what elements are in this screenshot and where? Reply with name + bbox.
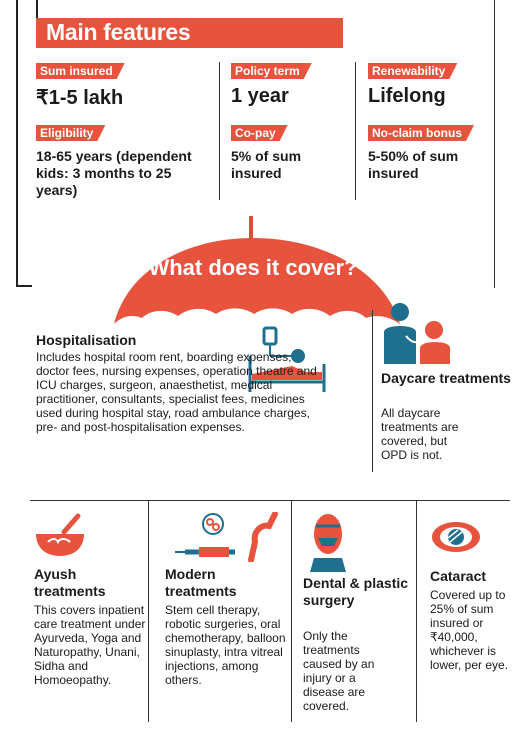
ayush-text: This covers inpatient care treatment und… [34, 603, 146, 687]
daycare-title: Daycare treatments [381, 370, 511, 386]
ayush-title: Ayush treatments [34, 566, 106, 599]
bed-patient-icon [248, 326, 326, 392]
frame-line [16, 0, 18, 285]
bottom-divider [30, 500, 510, 501]
divider [148, 500, 149, 722]
hospitalisation-title: Hospitalisation [36, 332, 137, 348]
hospitalisation-text: Includes hospital room rent, boarding ex… [36, 350, 317, 434]
renewability-value: Lifelong [368, 85, 446, 107]
cataract-text: Covered up to 25% of sum insured or ₹40,… [430, 588, 509, 672]
mortar-pestle-icon [36, 513, 84, 556]
eligibility-value: 18-65 years (dependent kids: 3 months to… [36, 148, 192, 198]
frame-line-bottom [16, 285, 32, 287]
face-mask-icon [310, 514, 346, 572]
co-pay-label: Co-pay [231, 125, 288, 141]
doctor-patient-icon [384, 303, 450, 364]
policy-term-value: 1 year [231, 85, 289, 107]
policy-term-label: Policy term [231, 63, 312, 79]
main-features-banner [36, 18, 343, 48]
sum-insured-value: ₹1-5 lakh [36, 87, 124, 109]
eye-icon [432, 522, 480, 552]
divider-right [494, 0, 495, 288]
syringe-knee-icon [175, 512, 278, 562]
umbrella-icon [114, 238, 400, 324]
co-pay-value: 5% of sum insured [231, 148, 302, 181]
sum-insured-label: Sum insured [36, 63, 125, 79]
cataract-title: Cataract [430, 568, 487, 584]
renewability-label: Renewability [368, 63, 457, 79]
divider [416, 500, 417, 722]
no-claim-bonus-label: No-claim bonus [368, 125, 474, 141]
main-features-title: Main features [46, 19, 191, 45]
divider [355, 62, 356, 200]
dental-text: Only the treatments caused by an injury … [303, 629, 375, 713]
umbrella-title: What does it cover? [148, 255, 358, 280]
no-claim-bonus-value: 5-50% of sum insured [368, 148, 459, 181]
modern-title: Modern treatments [165, 566, 237, 599]
dental-title: Dental & plastic surgery [303, 575, 409, 608]
eligibility-label: Eligibility [36, 125, 105, 141]
daycare-divider [372, 310, 373, 472]
modern-text: Stem cell therapy, robotic surgeries, or… [165, 603, 286, 687]
divider [291, 500, 292, 722]
daycare-text: All daycare treatments are covered, but … [381, 406, 459, 462]
divider [219, 62, 220, 200]
frame-tick [36, 0, 38, 30]
